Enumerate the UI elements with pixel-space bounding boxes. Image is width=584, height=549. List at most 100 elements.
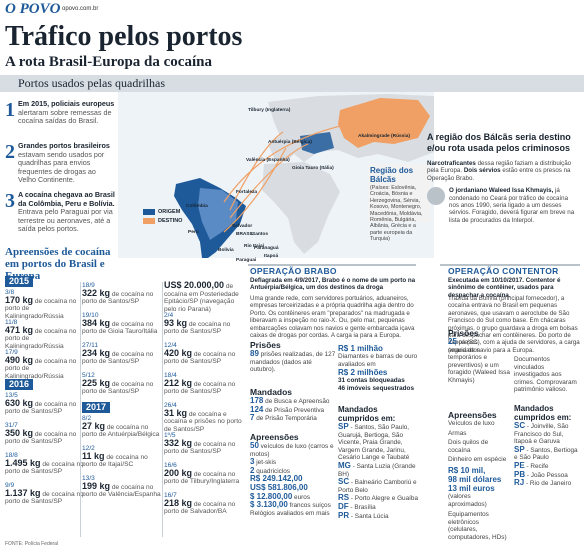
apreensao-value: US$ 581.806,00 bbox=[250, 482, 308, 492]
apreensao-label: quadriciclos bbox=[254, 467, 290, 475]
seizure-entry: 19/10 384 kg de cocaína no porto de Gioia… bbox=[82, 312, 162, 336]
contentor-uf-code: SC bbox=[514, 421, 526, 430]
valor-milhao: R$ 1 milhão bbox=[338, 344, 383, 353]
mandados-heading: Mandados bbox=[250, 387, 293, 397]
seizure-date: 18/9 bbox=[82, 282, 95, 289]
intro-text: A cocaína chegava ao Brasil da Colômbia,… bbox=[18, 190, 115, 234]
contentor-valor-reais: R$ 10 mil, bbox=[448, 465, 486, 475]
stat-block: Apreensões Veículos de luxo Armas Dois quil… bbox=[448, 410, 510, 542]
uf-cities: - Santa Lúcia bbox=[349, 512, 389, 520]
apreensao-value: 3 bbox=[250, 457, 255, 467]
uf-cities: - Santos, São Paulo, Guarujá, Bertioga, … bbox=[338, 424, 410, 462]
map-label: Paranaguá bbox=[254, 246, 279, 251]
timeline-line bbox=[80, 282, 81, 537]
seizure-entry: 18/9 322 kg de cocaína no porto de Santos… bbox=[82, 282, 162, 306]
seizure-amount: 31 kg bbox=[164, 407, 188, 418]
uf-code: SP bbox=[338, 422, 349, 431]
contentor-apreensoes-heading: Apreensões bbox=[448, 410, 497, 420]
seizure-date: 18/8 bbox=[5, 452, 18, 459]
contentor-text: Trazida da Bolívia (principal fornecedor… bbox=[448, 295, 580, 354]
seizure-entry: 18/8 1.495 kg de cocaína no porto de Sant… bbox=[5, 452, 85, 476]
seizure-date: 2/4 bbox=[164, 312, 174, 319]
seizure-amount: 332 kg bbox=[164, 437, 193, 448]
mandado-row: 7 de Prisão Temporária bbox=[250, 414, 336, 423]
imoveis-sequestrados: 46 imóveis sequestrados bbox=[338, 384, 415, 392]
map-label: Peru bbox=[188, 230, 199, 235]
stat-block: R$ 1 milhão Diamantes e barras de ouro av… bbox=[338, 344, 420, 392]
seizure-place: de cocaína no porto de Santos/SP bbox=[5, 490, 84, 506]
intro-bold: A cocaína chegava ao Brasil da Colômbia,… bbox=[18, 190, 115, 208]
contentor-rule bbox=[440, 264, 580, 266]
balkans-text: (Países: Eslovênia, Croácia, Bósnia e He… bbox=[370, 185, 423, 243]
seizure-place: de cocaína e cocaína e prisões no porto … bbox=[164, 410, 242, 433]
seizure-place: de cocaína no porto de Itajaí/SC bbox=[82, 453, 148, 469]
contentor-uf-code: PB bbox=[514, 469, 526, 479]
seizure-place: de cocaína no porto de Santos/SP bbox=[164, 320, 231, 336]
stat-block: Apreensões 50 veículos de luxo (carros e … bbox=[250, 432, 336, 517]
seizure-entry: US$ 20.000,00 de cocaína em Posteriedade… bbox=[164, 281, 244, 313]
mandado-type: de Prisão Preventiva bbox=[263, 406, 325, 414]
uf-code: SC bbox=[338, 477, 350, 487]
contentor-uf-code: RJ bbox=[514, 478, 525, 488]
seizure-date: 1º/5 bbox=[164, 432, 176, 439]
map-label: Tilbury (Inglaterra) bbox=[248, 108, 291, 113]
mandado-row: 178 de Busca e Apreensão bbox=[250, 397, 336, 406]
balkans-title: Região dos Bálcãs bbox=[370, 166, 414, 184]
dois-rest: estão entre os presos na Operação Brabo. bbox=[427, 167, 571, 182]
contentor-uf-cities: - João Pessoa bbox=[525, 471, 568, 479]
seizure-entry: 13/3 199 kg de cocaína no porto de Valênc… bbox=[82, 475, 162, 499]
route-line bbox=[223, 147, 287, 233]
jordaniano-bold: O jordaniano Waleed Issa Khmayis, bbox=[449, 187, 554, 195]
uf-row: DF - Brasília bbox=[338, 501, 420, 512]
brand-logo: O POVO bbox=[5, 1, 61, 17]
uf-code: DF bbox=[338, 501, 349, 511]
seizure-place: de cocaína no porto de Kaliningrado/Rúss… bbox=[5, 297, 77, 320]
map-label: Fortaleza bbox=[236, 190, 258, 195]
legend-item: DESTINO bbox=[143, 218, 182, 224]
uf-code: PR bbox=[338, 510, 350, 520]
seizure-date: 16/6 bbox=[164, 462, 177, 469]
apreensao-row: US$ 581.806,00 bbox=[250, 482, 336, 493]
map-label: Santos bbox=[252, 232, 268, 237]
balkans-headline: A região dos Bálcãs seria destino e/ou r… bbox=[427, 132, 571, 153]
legend-item: ORIGEM bbox=[143, 209, 180, 215]
contentor-prisoes-heading: Prisões bbox=[448, 328, 479, 338]
mandado-row: 124 de Prisão Preventiva bbox=[250, 405, 336, 415]
seizure-entry: 16/7 218 kg de cocaína no porto de Salvad… bbox=[164, 492, 244, 516]
intro-rest: Entrava pelo Paraguai por via terrestre … bbox=[18, 207, 113, 234]
seizure-date: 13/3 bbox=[82, 475, 95, 482]
contentor-mandados-cumpridos: Mandados cumpridos em: bbox=[514, 404, 572, 422]
seizure-date: 17/9 bbox=[5, 349, 18, 356]
seizure-place: de cocaína no porto de Kaliningrado/Rúss… bbox=[5, 327, 77, 350]
seizure-amount: 234 kg bbox=[82, 347, 111, 358]
seizure-amount: 1.495 kg bbox=[5, 457, 41, 468]
apreensao-row: 3 jet-skis bbox=[250, 458, 336, 467]
apreensao-label: euros bbox=[292, 493, 311, 501]
contentor-apreensao-item: Armas bbox=[448, 429, 467, 437]
seizure-amount: 471 kg bbox=[5, 324, 34, 335]
intro-text: Grandes portos brasileiros estavam sendo… bbox=[18, 141, 115, 185]
seizure-date: 31/7 bbox=[5, 422, 18, 429]
seizure-date: 9/9 bbox=[5, 482, 15, 489]
seizure-place: de cocaína no porto de Santos/SP bbox=[82, 350, 154, 366]
page-subtitle: A rota Brasil-Europa da cocaína bbox=[5, 54, 212, 70]
region-balkans bbox=[300, 132, 334, 154]
seizure-entry: 16/6 200 kg de cocaína no porto de Tilbur… bbox=[164, 462, 244, 486]
seizure-entry: 26/4 31 kg de cocaína e cocaína e prisões… bbox=[164, 402, 244, 433]
stat-block: Prisões 25 presos (mandados temporários e… bbox=[448, 328, 510, 385]
apreensao-label: Relógios avaliados em mais bbox=[250, 509, 330, 517]
legend-label: ORIGEM bbox=[158, 209, 181, 215]
stat-block: Documentos vinculados investigados aos c… bbox=[514, 356, 580, 394]
seizure-amount: 350 kg bbox=[5, 427, 34, 438]
brabo-text: Uma grande rede, com servidores portuári… bbox=[250, 295, 415, 340]
intro-rest: estavam sendo usados por quadrilhas para… bbox=[18, 149, 105, 185]
seizure-amount: 322 kg bbox=[82, 287, 111, 298]
contentor-uf-row: PB - João Pessoa bbox=[514, 469, 580, 480]
intro-rest: alertaram sobre remessas de cocaína saíd… bbox=[18, 107, 112, 126]
seizure-place: de cocaína no porto de Santos/SP bbox=[164, 380, 236, 396]
route-line bbox=[229, 143, 309, 219]
intro-bold: Em 2015, policiais europeus bbox=[18, 99, 115, 108]
contentor-uf-code: PE bbox=[514, 460, 525, 470]
seizure-date: 13/5 bbox=[5, 392, 18, 399]
apreensao-row: $ 12.800,00 euros bbox=[250, 492, 336, 502]
